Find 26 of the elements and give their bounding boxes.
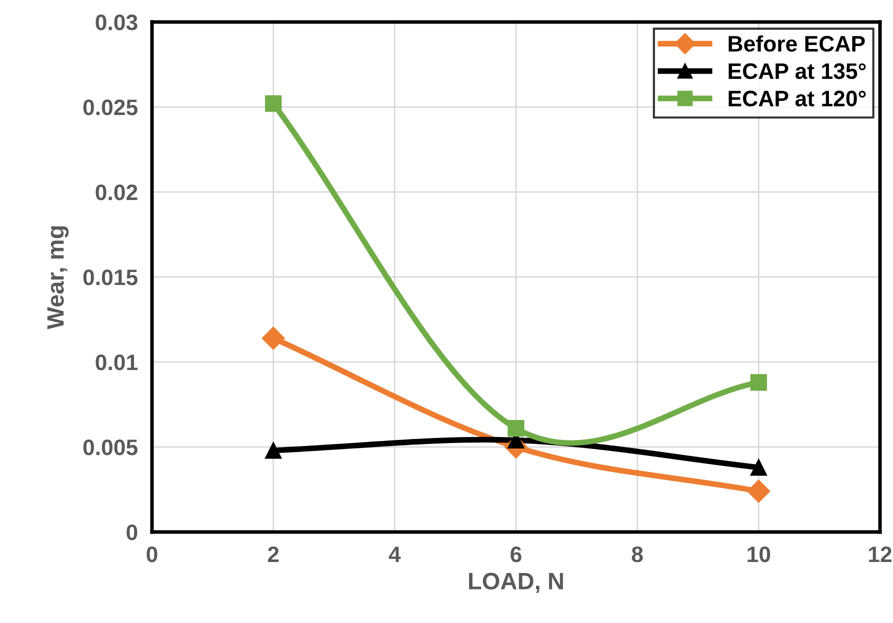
y-tick-label: 0.01 — [96, 354, 138, 370]
x-tick-label: 2 — [268, 546, 279, 562]
y-tick-label: 0.03 — [96, 14, 138, 30]
point — [747, 480, 770, 503]
x-tick-label: 8 — [632, 546, 643, 562]
x-tick-label: 10 — [748, 546, 770, 562]
point — [265, 95, 282, 112]
point — [262, 326, 285, 350]
legend-label: ECAP at 120° — [728, 90, 866, 106]
point — [750, 374, 767, 391]
point — [508, 420, 524, 437]
y-tick-label: 0 — [126, 524, 138, 540]
x-tick-label: 12 — [869, 546, 892, 562]
x-axis-title: LOAD, N — [469, 572, 563, 593]
y-tick-label: 0.025 — [83, 100, 138, 116]
point — [265, 442, 282, 459]
x-tick-label: 4 — [388, 546, 401, 562]
y-tick-label: 0.02 — [96, 184, 138, 200]
y-axis-title: Wear, mg — [47, 226, 69, 330]
y-tick-label: 0.015 — [83, 270, 138, 286]
point — [750, 459, 767, 476]
legend-label: ECAP at 135° — [728, 63, 866, 80]
legend-label: Before ECAP — [728, 35, 865, 52]
x-tick-label: 6 — [510, 546, 522, 562]
y-tick-label: 0.005 — [83, 440, 138, 456]
x-tick-label: 0 — [146, 546, 158, 562]
